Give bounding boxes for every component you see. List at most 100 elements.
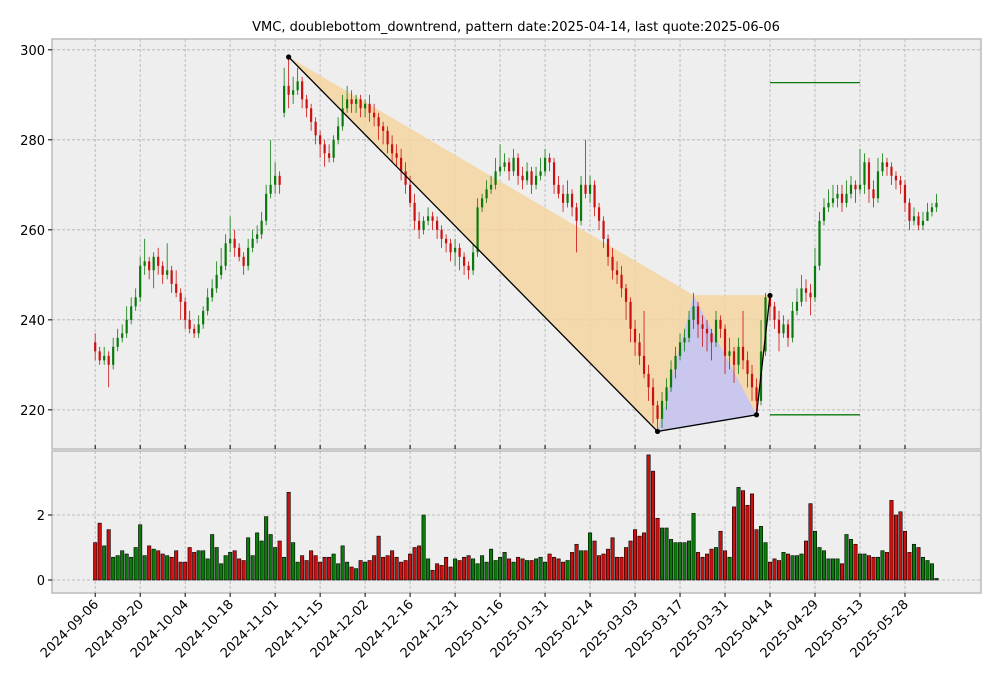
volume-bar: [925, 560, 930, 581]
candle-body: [512, 157, 515, 172]
candle-body: [579, 184, 583, 221]
mark-layer: [93, 58, 939, 581]
candle-body: [858, 184, 862, 190]
candle-body: [813, 265, 817, 298]
candle-body: [836, 193, 839, 199]
volume-bar: [821, 550, 826, 581]
candle-body: [750, 373, 754, 388]
volume-bar: [336, 563, 341, 581]
volume-bar: [372, 555, 377, 581]
volume-bar: [498, 556, 503, 581]
volume-bar: [601, 553, 606, 581]
volume-bar: [732, 506, 737, 581]
volume-bar: [803, 540, 808, 581]
candle-body: [355, 99, 358, 104]
candle-body: [364, 103, 367, 109]
candle-body: [525, 171, 529, 181]
candle-body: [602, 220, 605, 239]
candle-body: [202, 310, 205, 325]
volume-bar: [772, 558, 777, 581]
candle-body: [418, 220, 421, 230]
volume-bar: [700, 556, 705, 581]
candle-body: [809, 292, 812, 298]
candle-body: [624, 288, 628, 302]
candle-body: [489, 184, 493, 190]
volume-bar: [781, 552, 786, 581]
volume-bar: [115, 555, 120, 581]
candle-body: [148, 261, 151, 271]
candle-body: [656, 405, 659, 419]
candle-body: [296, 81, 299, 91]
candle-body: [274, 175, 277, 185]
y-tick-label: 260: [20, 224, 45, 239]
candle-body: [462, 256, 466, 266]
candle-body: [683, 337, 686, 343]
volume-bar: [875, 556, 880, 581]
volume-bar: [597, 555, 602, 581]
volume-bar: [507, 558, 512, 581]
volume-bar: [129, 556, 134, 581]
candle-body: [615, 270, 619, 275]
volume-bar: [430, 569, 435, 581]
volume-bar: [866, 555, 871, 581]
candle-body: [206, 297, 209, 311]
candle-body: [638, 342, 641, 356]
candle-body: [328, 153, 331, 158]
volume-bar: [606, 548, 611, 581]
volume-bar: [839, 563, 844, 581]
candle-body: [193, 328, 196, 334]
volume-bar: [340, 545, 345, 581]
volume-bar: [588, 532, 593, 581]
candle-body: [413, 202, 416, 221]
candle-body: [498, 166, 502, 172]
volume-bar: [187, 547, 192, 581]
volume-bar: [826, 558, 831, 581]
volume-bar: [174, 550, 179, 581]
candle-body: [453, 247, 457, 253]
candle-body: [629, 301, 632, 329]
volume-bar: [327, 556, 332, 581]
volume-bar: [417, 545, 422, 581]
volume-bar: [493, 560, 498, 581]
candle-body: [647, 373, 650, 388]
candle-body: [935, 202, 938, 208]
candle-body: [723, 328, 727, 356]
candle-body: [687, 319, 691, 338]
volume-bar: [147, 545, 152, 581]
volume-bar: [920, 556, 925, 581]
volume-bar: [642, 532, 647, 581]
candle-body: [337, 126, 340, 140]
candle-body: [431, 216, 434, 221]
volume-bar: [165, 555, 170, 581]
candle-body: [719, 319, 722, 329]
volume-bar: [264, 516, 269, 581]
volume-bar: [889, 500, 894, 581]
candle-body: [804, 288, 808, 293]
y-tick-label: 220: [20, 404, 45, 419]
volume-bar: [408, 553, 413, 581]
volume-bar: [628, 540, 633, 581]
volume-bar: [570, 552, 575, 581]
volume-bar: [646, 454, 651, 581]
volume-bar: [673, 542, 678, 581]
candle-body: [382, 126, 385, 131]
volume-bar: [142, 555, 147, 581]
volume-bar: [745, 504, 750, 581]
volume-bar: [151, 548, 156, 581]
volume-bar: [192, 552, 197, 581]
volume-bar: [421, 514, 426, 581]
candle-body: [359, 99, 362, 109]
candle-body: [516, 157, 520, 176]
candle-body: [283, 85, 286, 113]
candle-body: [332, 139, 335, 158]
candle-body: [476, 207, 479, 253]
candle-body: [845, 193, 848, 203]
candle-body: [863, 162, 866, 185]
volume-bar: [309, 550, 314, 581]
pattern-point: [753, 412, 760, 418]
volume-bar: [363, 561, 368, 581]
volume-bar: [534, 558, 539, 581]
volume-bar: [381, 556, 386, 581]
volume-bar: [250, 555, 255, 581]
candle-body: [881, 162, 884, 172]
